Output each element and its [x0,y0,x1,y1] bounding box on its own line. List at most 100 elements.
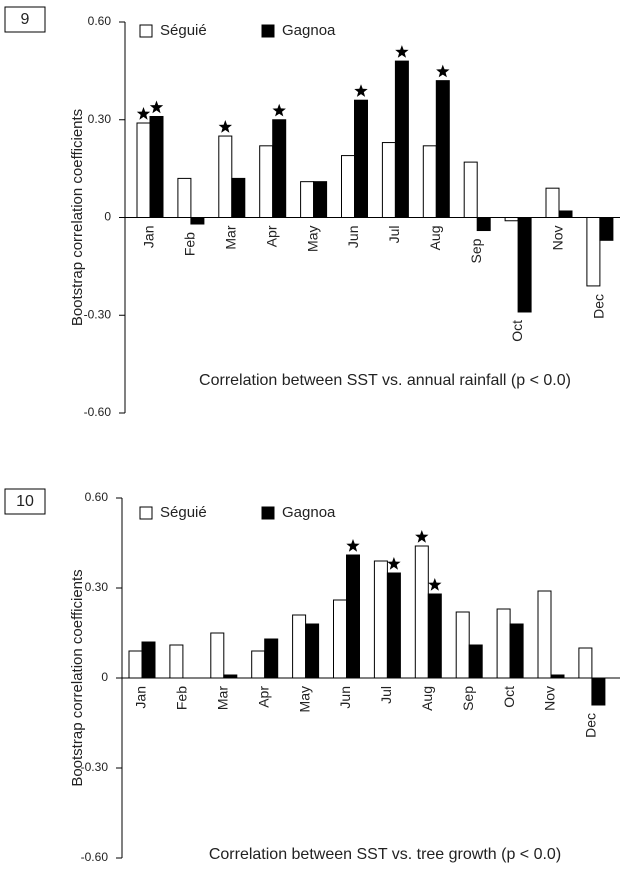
x-tick-label: Feb [182,232,198,256]
y-tick-label: 0 [101,670,108,684]
bar [509,623,524,679]
chart-title: Correlation between SST vs. annual rainf… [199,372,571,389]
bar [373,560,388,679]
x-tick-label: Aug [419,686,435,711]
significance-star [415,530,429,543]
y-tick-label: 0 [104,210,111,224]
bar [177,177,192,218]
panel-box [4,488,46,515]
panel-label: 10 [16,493,34,510]
significance-star [272,103,286,117]
bar [292,614,307,679]
bar [455,611,470,679]
y-axis-title: Bootstrap correlation coefficients [69,109,86,326]
significance-star [436,64,450,78]
x-tick-label: Aug [427,226,443,251]
x-tick-label: Jun [337,686,353,709]
bar [231,177,246,218]
significance-star [218,120,232,133]
legend-swatch [261,506,275,520]
bar [354,99,368,218]
bar [550,674,565,679]
bar [435,80,450,219]
legend-label: Séguié [160,504,207,521]
chart-title: Correlation between SST vs. tree growth … [209,846,561,863]
significance-star [428,578,442,591]
bar [128,650,143,679]
bar [476,217,491,232]
legend-label: Gagnoa [282,504,336,521]
bar [578,647,593,679]
bar [251,650,266,679]
panel-label: 9 [21,11,30,28]
bar [586,217,601,287]
x-tick-label: Nov [542,686,558,711]
y-tick-label: -0.30 [81,760,109,774]
significance-star [354,84,368,97]
bar [264,638,279,679]
y-tick-label: 0.60 [85,490,109,504]
bar [386,572,401,679]
bar [468,644,483,679]
y-tick-label: -0.60 [84,405,112,419]
significance-star [136,107,151,120]
legend-label: Séguié [160,22,207,39]
y-tick-label: 0.30 [85,580,109,594]
bar [599,217,614,241]
legend-swatch [139,506,153,520]
bar [259,145,274,218]
x-tick-label: Jun [345,226,361,249]
legend-label: Gagnoa [282,22,336,39]
x-tick-label: Dec [583,713,599,738]
bar [141,641,156,679]
legend-swatch [139,24,153,38]
y-tick-label: 0.30 [88,112,112,126]
bar [591,677,606,706]
x-tick-label: Jul [378,686,394,704]
bar [517,217,532,313]
bar [381,142,396,218]
y-tick-label: -0.30 [84,307,112,321]
y-axis-title: Bootstrap correlation coefficients [69,569,86,786]
bar [496,608,511,679]
bar [169,644,184,679]
bar [422,145,437,218]
bar [272,119,287,218]
x-tick-label: Oct [501,686,517,708]
x-tick-label: Jul [386,226,402,244]
bar [346,554,360,679]
bar [545,187,560,219]
bar [305,623,320,679]
x-tick-label: Jan [141,226,157,249]
bar [427,593,442,679]
x-tick-label: Mar [223,225,239,249]
bar [341,155,355,218]
x-tick-label: Oct [509,320,525,342]
bar [149,115,164,218]
x-tick-label: Dec [591,294,607,319]
legend-swatch [261,24,275,38]
bar [537,590,552,679]
x-tick-label: Apr [255,686,271,708]
bar [463,161,478,219]
x-tick-label: Nov [550,226,566,251]
y-tick-label: 0.60 [88,14,112,28]
x-tick-label: May [304,226,320,252]
bar [190,217,205,225]
bar [218,135,233,219]
significance-star [149,100,164,114]
bar [313,181,328,219]
y-tick-label: -0.60 [81,850,109,864]
significance-star [346,539,360,552]
x-tick-label: Mar [215,686,231,710]
x-tick-label: Jan [133,686,149,709]
x-tick-label: Feb [174,686,190,710]
bar [414,545,429,679]
bar [223,674,238,679]
significance-star [387,557,401,570]
bar [558,210,573,219]
bar [394,60,409,218]
x-tick-label: Apr [263,225,279,247]
x-tick-label: Sep [460,686,476,711]
